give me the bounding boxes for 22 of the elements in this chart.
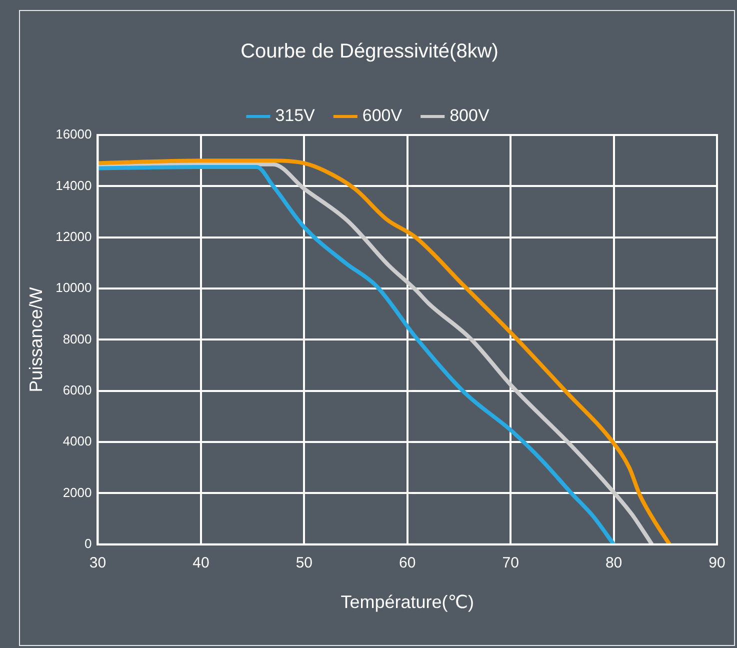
y-tick-label: 0 xyxy=(84,536,92,551)
x-axis-title: Température(℃) xyxy=(340,592,474,612)
y-axis-title: Puissance/W xyxy=(26,287,46,392)
x-tick-label: 30 xyxy=(89,554,106,572)
y-tick-label: 12000 xyxy=(56,228,92,244)
y-tick-label: 4000 xyxy=(62,434,92,449)
chart-title: Courbe de Dégressivité(8kw) xyxy=(240,40,498,63)
y-tick-label: 16000 xyxy=(56,126,92,142)
x-tick-label: 60 xyxy=(399,554,416,572)
x-tick-label: 40 xyxy=(192,554,210,572)
x-tick-label: 70 xyxy=(502,554,519,572)
x-tick-label: 90 xyxy=(708,554,726,572)
y-tick-label: 2000 xyxy=(62,484,92,500)
y-tick-label: 8000 xyxy=(62,331,92,346)
x-tick-label: 50 xyxy=(296,554,313,572)
x-tick-label: 80 xyxy=(605,554,622,572)
y-tick-label: 10000 xyxy=(56,280,92,296)
y-tick-label: 14000 xyxy=(56,178,92,193)
legend-label: 600V xyxy=(362,106,403,126)
legend-label: 800V xyxy=(450,106,490,126)
y-tick-label: 6000 xyxy=(62,382,92,398)
legend-label: 315V xyxy=(275,106,316,126)
